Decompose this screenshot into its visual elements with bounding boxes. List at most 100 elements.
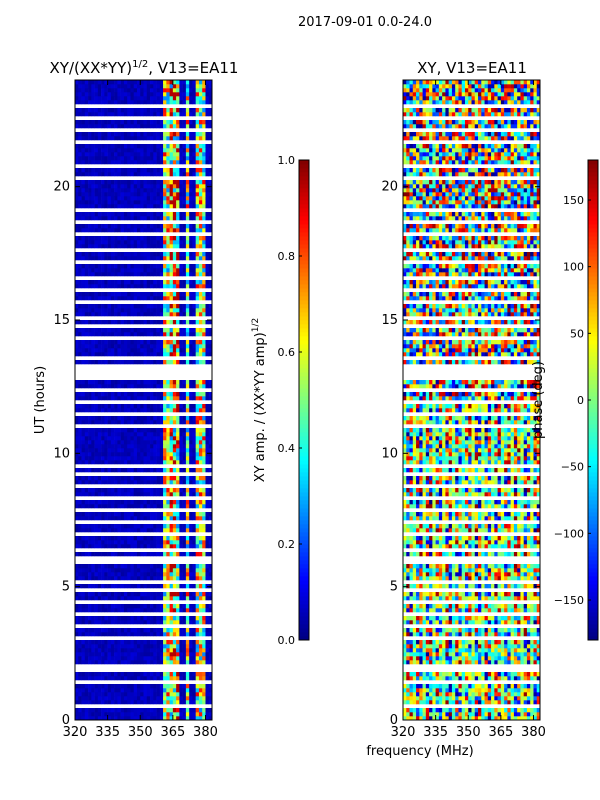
heatmap-cell [107, 692, 112, 697]
heatmap-cell [97, 712, 102, 717]
heatmap-cell [153, 644, 157, 649]
heatmap-cell [123, 536, 128, 541]
heatmap-cell [110, 312, 115, 317]
heatmap-cell [91, 628, 95, 633]
heatmap-cell [133, 432, 138, 437]
heatmap-cell [84, 608, 89, 613]
heatmap-cell [120, 648, 125, 653]
heatmap-cell [117, 148, 121, 153]
heatmap-cell [159, 688, 164, 693]
heatmap-cell [130, 396, 135, 401]
heatmap-cell [169, 524, 174, 529]
heatmap-cell [130, 712, 135, 717]
heatmap-cell [208, 644, 213, 649]
heatmap-cell [123, 284, 128, 289]
heatmap-cell [101, 476, 105, 481]
heatmap-cell [169, 416, 174, 421]
heatmap-cell [172, 708, 177, 713]
heatmap-cell [123, 216, 128, 221]
heatmap-cell [208, 348, 213, 353]
heatmap-cell [91, 168, 95, 173]
heatmap-cell [202, 536, 206, 541]
heatmap-cell [120, 552, 125, 557]
heatmap-cell [107, 708, 112, 713]
heatmap-cell [120, 184, 125, 189]
heatmap-cell [78, 240, 82, 245]
heatmap-cell [159, 100, 164, 105]
heatmap-cell [205, 168, 210, 173]
heatmap-cell [208, 96, 213, 101]
heatmap-cell [78, 160, 82, 165]
heatmap-cell [169, 592, 174, 597]
heatmap-cell [130, 200, 135, 205]
heatmap-cell [189, 488, 193, 493]
heatmap-cell [120, 652, 125, 657]
heatmap-cell [166, 596, 170, 601]
heatmap-cell [133, 524, 138, 529]
heatmap-cell [416, 716, 420, 721]
heatmap-cell [120, 476, 125, 481]
heatmap-cell [189, 136, 193, 141]
heatmap-cell [198, 504, 203, 509]
heatmap-cell [91, 156, 95, 161]
heatmap-cell [185, 312, 190, 317]
heatmap-cell [192, 184, 196, 189]
heatmap-cell [185, 168, 190, 173]
colorbar-segment [299, 328, 309, 333]
heatmap-cell [208, 656, 213, 661]
heatmap-cell [195, 616, 200, 621]
heatmap-cell [133, 292, 138, 297]
heatmap-cell [182, 476, 187, 481]
heatmap-cell [185, 516, 190, 521]
heatmap-cell [150, 180, 154, 185]
heatmap-cell [195, 684, 200, 689]
heatmap-cell [136, 712, 141, 717]
heatmap-cell [91, 504, 95, 509]
heatmap-cell [163, 652, 167, 657]
heatmap-cell [198, 196, 203, 201]
heatmap-cell [123, 332, 128, 337]
heatmap-cell [195, 272, 200, 277]
heatmap-cell [130, 280, 135, 285]
heatmap-cell [136, 596, 141, 601]
heatmap-cell [94, 396, 99, 401]
heatmap-cell [166, 80, 170, 85]
heatmap-cell [198, 320, 203, 325]
heatmap-cell [133, 152, 138, 157]
heatmap-cell [189, 96, 193, 101]
heatmap-cell [120, 256, 125, 261]
heatmap-cell [150, 544, 154, 549]
heatmap-cell [179, 160, 183, 165]
heatmap-cell [208, 404, 213, 409]
heatmap-cell [202, 468, 206, 473]
heatmap-cell [97, 572, 102, 577]
heatmap-cell [156, 344, 161, 349]
heatmap-cell [176, 408, 180, 413]
heatmap-cell [110, 96, 115, 101]
heatmap-cell [163, 476, 167, 481]
heatmap-cell [91, 360, 95, 365]
heatmap-cell [88, 344, 92, 349]
heatmap-cell [182, 420, 187, 425]
heatmap-cell [130, 80, 135, 85]
heatmap-cell [133, 716, 138, 721]
heatmap-cell [94, 420, 99, 425]
heatmap-cell [163, 552, 167, 557]
heatmap-cell [104, 192, 108, 197]
colorbar-segment [299, 248, 309, 253]
heatmap-cell [172, 100, 177, 105]
heatmap-cell [127, 200, 131, 205]
heatmap-cell [159, 440, 164, 445]
heatmap-cell [114, 188, 118, 193]
heatmap-cell [445, 716, 449, 721]
heatmap-cell [94, 460, 99, 465]
heatmap-cell [189, 632, 193, 637]
heatmap-cell [198, 456, 203, 461]
heatmap-cell [75, 168, 79, 173]
heatmap-cell [189, 456, 193, 461]
heatmap-cell [205, 304, 210, 309]
heatmap-cell [117, 136, 121, 141]
heatmap-cell [81, 92, 86, 97]
heatmap-cell [163, 252, 167, 257]
heatmap-cell [81, 660, 86, 665]
